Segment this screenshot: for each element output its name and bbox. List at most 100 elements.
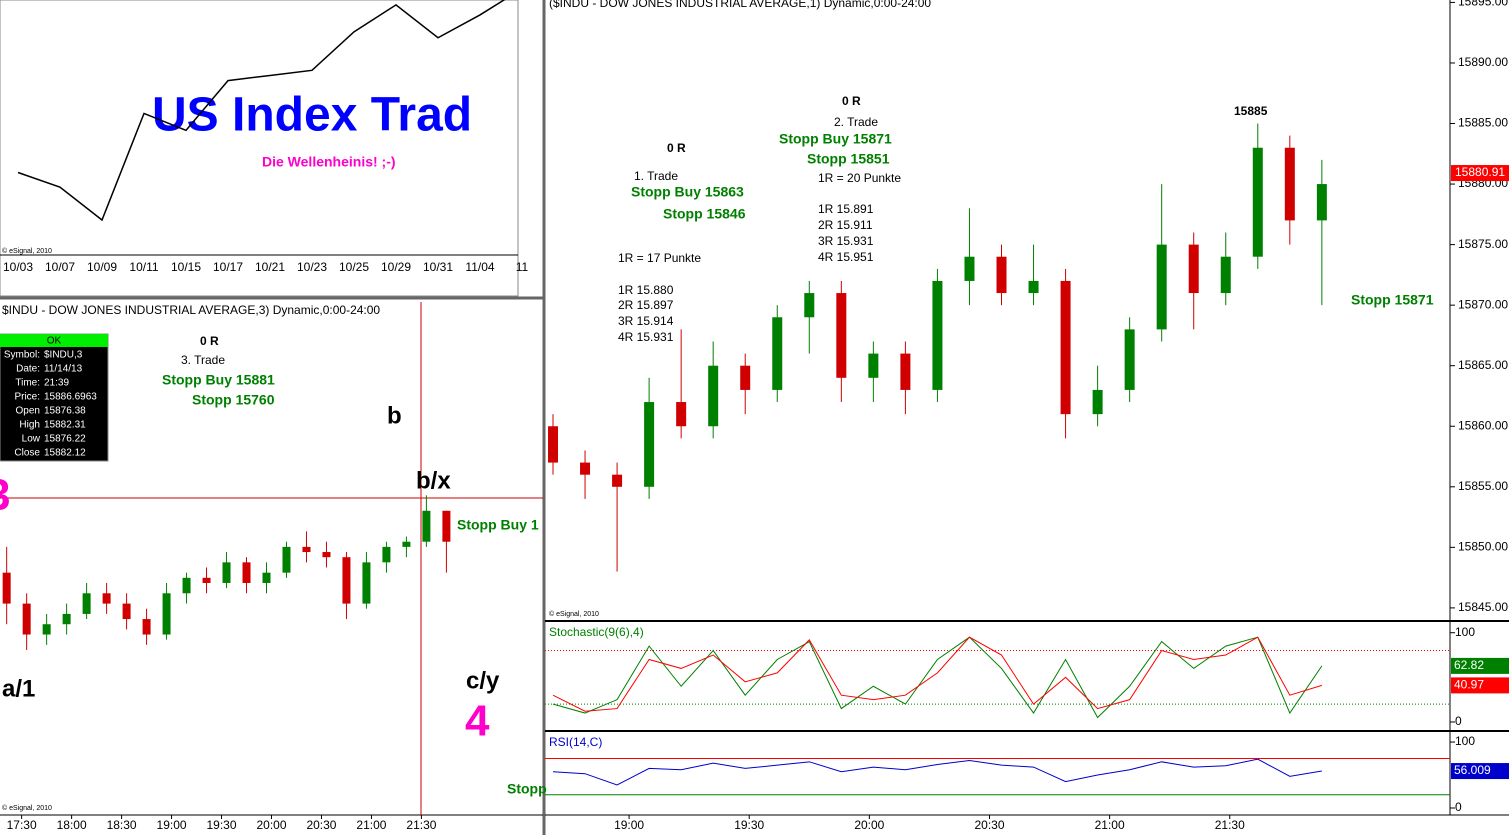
candle-body xyxy=(282,546,291,573)
top-panel xyxy=(0,0,519,297)
candle-body xyxy=(1284,147,1295,221)
last-value-box xyxy=(1451,763,1509,780)
indicator-line xyxy=(552,636,1323,712)
wave-label: 3 xyxy=(0,471,10,520)
x-tick-label: 21:30 xyxy=(1215,818,1245,832)
annotation: 1. Trade xyxy=(634,169,678,183)
x-tick-label: 21:30 xyxy=(406,818,436,832)
annotation: 2R 15.897 xyxy=(618,298,674,312)
x-tick-label: 10/07 xyxy=(45,260,75,274)
x-tick-label: 10/21 xyxy=(255,260,285,274)
candle-body xyxy=(932,280,943,390)
field-label: High xyxy=(19,420,40,431)
annotation: 15885 xyxy=(1234,104,1268,118)
field-value: $INDU,3 xyxy=(44,350,83,361)
banner-subtitle: Die Wellenheinis! ;-) xyxy=(262,154,396,170)
candle-body xyxy=(342,557,351,604)
x-tick-label: 11/04 xyxy=(465,260,494,274)
candle-body xyxy=(362,562,371,604)
header-text: OK xyxy=(47,336,62,347)
annotation: Stopp Buy 15881 xyxy=(162,372,275,388)
candle-body xyxy=(82,593,91,614)
chart-title: $INDU - DOW JONES INDUSTRIAL AVERAGE,3) … xyxy=(2,303,380,317)
candle-body xyxy=(1092,389,1103,415)
candle-body xyxy=(1124,329,1135,390)
y-tick-label: 15895.00 xyxy=(1458,0,1508,9)
y-tick-label: 15890.00 xyxy=(1458,55,1508,69)
candle-body xyxy=(182,577,191,594)
annotation: Stopp 15851 xyxy=(807,151,890,167)
x-tick-label: 10/11 xyxy=(129,260,158,274)
candle-body xyxy=(836,293,847,378)
candle-body xyxy=(548,426,559,463)
annotation: Stopp Buy 1 xyxy=(457,517,539,533)
candle-body xyxy=(868,353,879,378)
field-value: 15882.12 xyxy=(44,448,86,459)
candle-body xyxy=(442,510,451,542)
x-tick-label: 20:30 xyxy=(974,818,1004,832)
x-tick-label: 20:00 xyxy=(854,818,884,832)
annotation: 4R 15.931 xyxy=(618,330,674,344)
field-value: 15882.31 xyxy=(44,420,86,431)
x-tick-label: 10/09 xyxy=(87,260,117,274)
y-tick-label: 15850.00 xyxy=(1458,540,1508,554)
field-label: Open xyxy=(16,406,40,417)
annotation: 0 R xyxy=(200,334,219,348)
last-value-label: 56.009 xyxy=(1454,763,1491,777)
last-price-label: 15880.91 xyxy=(1455,165,1505,179)
x-tick-label: 19:00 xyxy=(157,818,187,832)
x-tick-label: 18:30 xyxy=(107,818,137,832)
annotation: 1R = 17 Punkte xyxy=(618,251,701,265)
x-tick-label: 11 xyxy=(516,260,529,274)
candle-body xyxy=(302,546,311,553)
x-tick-label: 19:30 xyxy=(734,818,764,832)
candle-body xyxy=(772,317,783,390)
x-tick-label: 10/31 xyxy=(423,260,453,274)
annotation: 0 R xyxy=(842,94,861,108)
annotation: 1R = 20 Punkte xyxy=(818,171,901,185)
chart-title: ($INDU - DOW JONES INDUSTRIAL AVERAGE,1)… xyxy=(549,0,931,10)
x-tick-label: 10/17 xyxy=(213,260,243,274)
candle-body xyxy=(382,546,391,563)
annotation: 1R 15.891 xyxy=(818,202,874,216)
x-tick-label: 21:00 xyxy=(356,818,386,832)
data-window-header[interactable] xyxy=(0,334,108,347)
indicator-line xyxy=(552,758,1322,786)
last-value-box xyxy=(1451,677,1509,694)
field-value: 15876.38 xyxy=(44,406,86,417)
candle-body xyxy=(740,365,751,390)
indicator-line xyxy=(552,636,1323,719)
annotation: Stopp Buy 15871 xyxy=(779,131,892,147)
x-tick-label: 17:30 xyxy=(7,818,37,832)
candle-body xyxy=(222,562,231,583)
banner-title: US Index Trad xyxy=(152,89,472,142)
y-tick-label: 15860.00 xyxy=(1458,418,1508,432)
candle-body xyxy=(1252,147,1263,257)
candle-body xyxy=(1188,244,1199,294)
candle-body xyxy=(1316,184,1327,221)
field-value: 11/14/13 xyxy=(44,364,83,375)
last-price-box xyxy=(1451,165,1509,182)
candle-body xyxy=(964,256,975,281)
field-label: Close xyxy=(14,448,40,459)
y-tick-label: 0 xyxy=(1455,800,1462,814)
candle-body xyxy=(612,474,623,487)
annotation: Stopp 15846 xyxy=(663,206,746,222)
x-tick-label: 21:00 xyxy=(1095,818,1125,832)
annotation: 2. Trade xyxy=(834,115,878,129)
annotation: 3. Trade xyxy=(181,353,225,367)
y-tick-label: 15870.00 xyxy=(1458,297,1508,311)
wave-label: 4 xyxy=(465,697,490,746)
x-tick-label: 10/29 xyxy=(381,260,411,274)
y-tick-label: 15885.00 xyxy=(1458,116,1508,130)
x-tick-label: 10/03 xyxy=(3,260,33,274)
indicator-title: Stochastic(9(6),4) xyxy=(549,625,644,639)
field-value: 15886.6963 xyxy=(44,392,97,403)
candle-body xyxy=(1028,280,1039,294)
wave-label: b/x xyxy=(416,467,451,494)
candle-body xyxy=(580,462,591,475)
copyright: © eSignal, 2010 xyxy=(2,804,52,812)
y-tick-label: 0 xyxy=(1455,714,1462,728)
candle-body xyxy=(402,541,411,547)
wave-label: a/1 xyxy=(2,675,35,702)
